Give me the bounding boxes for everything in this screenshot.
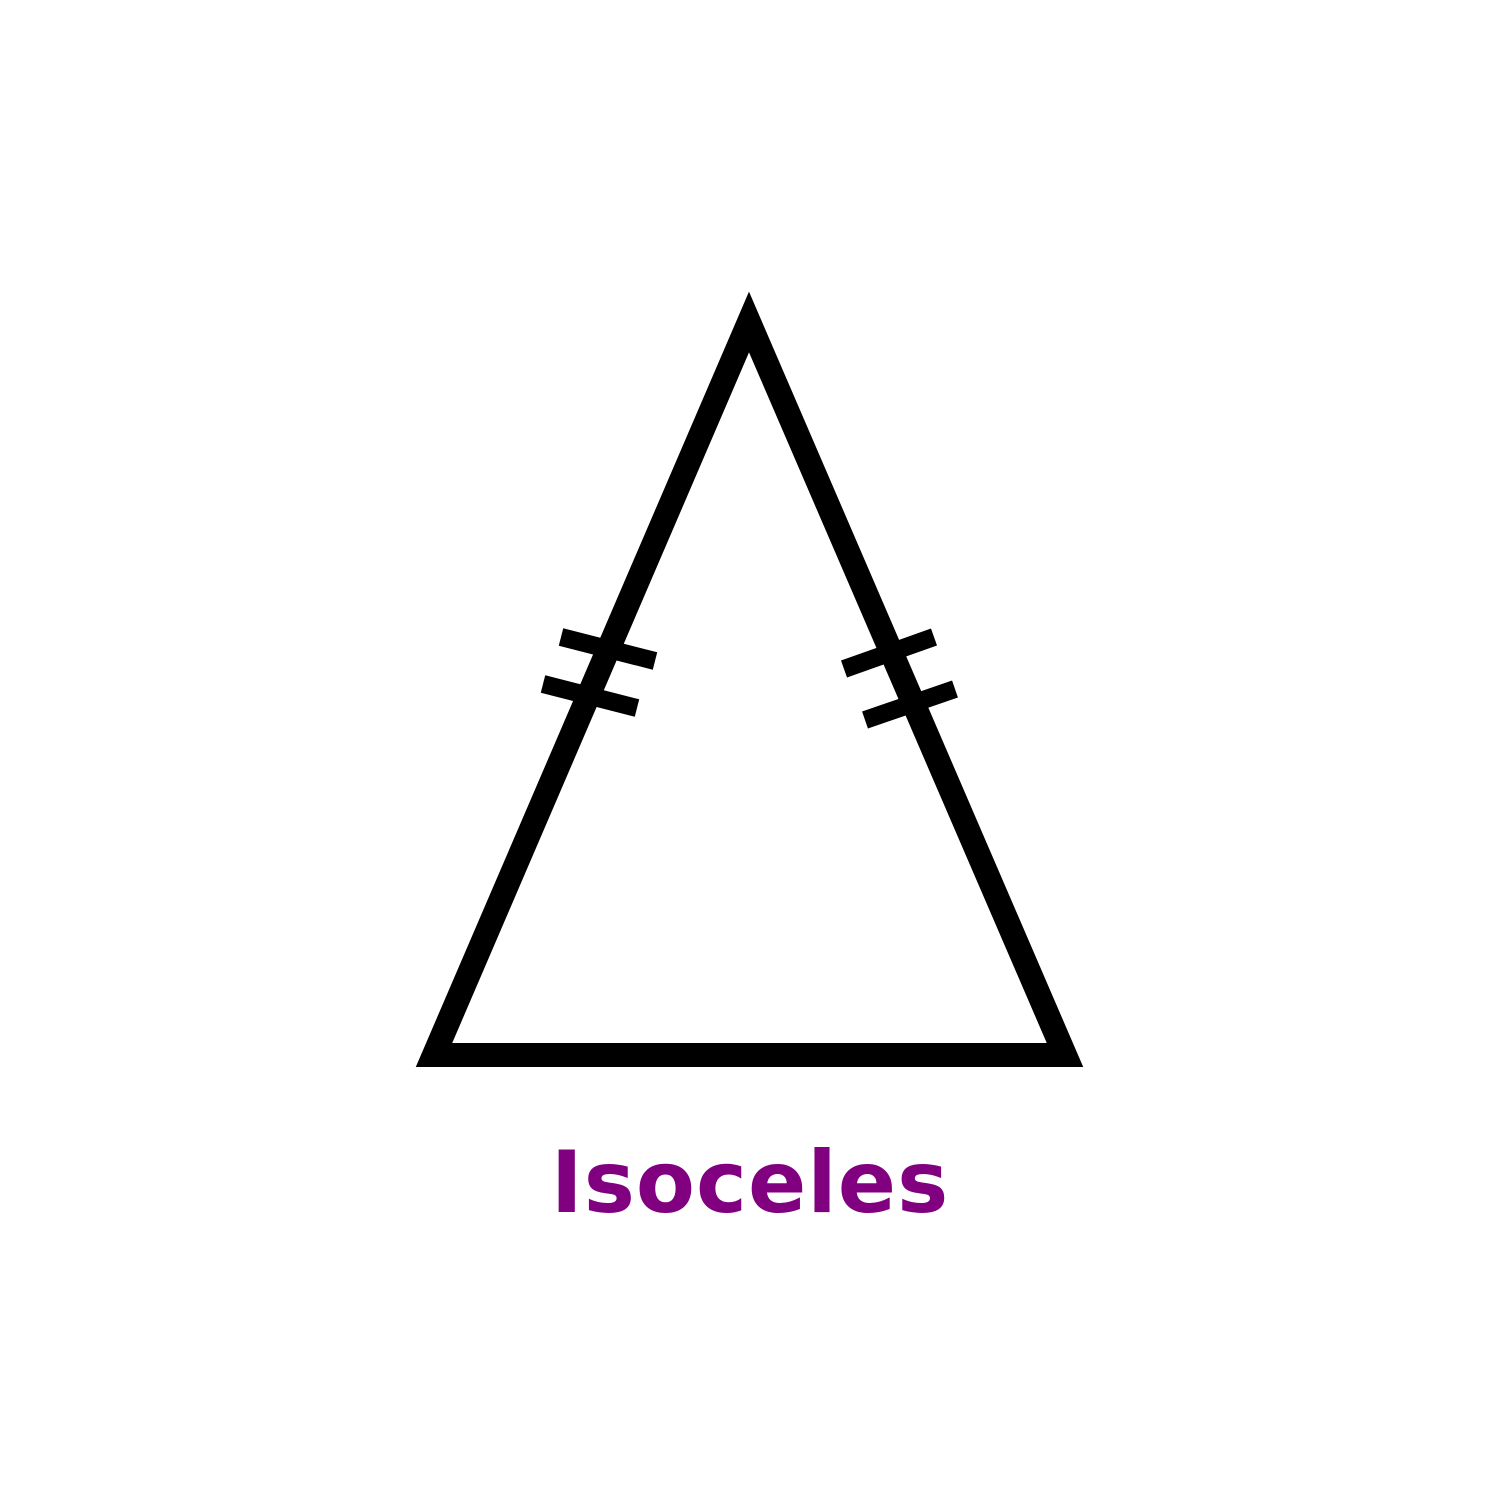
triangle-outline [415, 291, 1084, 1067]
right-side-tick-marks [840, 628, 958, 729]
right-tick-mark-2 [862, 680, 958, 729]
left-tick-mark-2 [540, 675, 640, 717]
triangle-type-label: Isoceles [550, 1133, 950, 1233]
left-side-tick-marks [540, 628, 658, 717]
right-tick-mark-1 [840, 628, 938, 678]
left-tick-mark-1 [558, 628, 658, 670]
